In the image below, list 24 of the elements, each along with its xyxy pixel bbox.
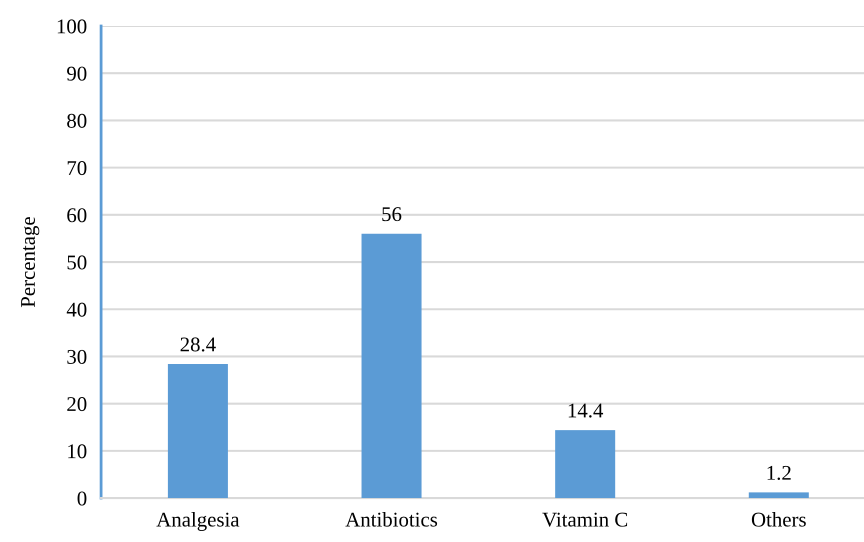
y-tick-label: 100 [58,19,86,34]
y-axis-title: Percentage [21,217,40,308]
bar [555,430,616,498]
y-tick-label: 90 [67,66,86,81]
bar [168,364,228,498]
y-tick-label: 60 [67,208,86,222]
data-label: 1.2 [768,466,791,480]
y-tick-label: 30 [67,350,86,364]
data-label: 14.4 [568,404,604,418]
data-label: 56 [382,207,402,222]
x-tick-label: Vitamin C [542,512,628,527]
y-tick-label: 0 [78,491,86,506]
y-tick-label: 80 [67,114,86,128]
x-tick-label: Others [752,512,806,527]
y-tick-label: 10 [68,444,86,458]
y-tick-label: 20 [67,397,86,412]
y-tick-label: 50 [68,255,86,270]
bar [748,492,809,498]
x-tick-label: Antibiotics [345,512,438,527]
y-tick-label: 70 [68,161,86,176]
x-tick-label: Analgesia [156,512,240,531]
y-tick-label: 40 [66,302,86,317]
bar [362,234,422,498]
data-label: 28.4 [180,337,216,352]
